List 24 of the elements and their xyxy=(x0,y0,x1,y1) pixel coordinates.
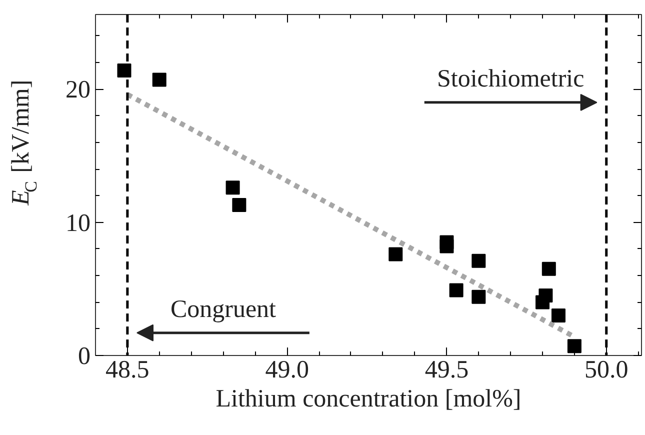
point xyxy=(551,308,566,323)
y-axis-title: EC [kV/mm] xyxy=(8,80,40,206)
point xyxy=(388,247,403,262)
y-tick-label: 20 xyxy=(66,76,90,104)
annotation: Congruent xyxy=(170,296,276,323)
point xyxy=(542,262,556,276)
point xyxy=(440,239,454,254)
point xyxy=(536,295,550,310)
x-tick-label: 48.5 xyxy=(106,356,150,384)
point xyxy=(117,63,132,78)
point xyxy=(226,180,240,195)
x-tick-label: 50.0 xyxy=(584,356,628,384)
x-axis-title: Lithium concentration [mol%] xyxy=(216,386,522,412)
point xyxy=(567,339,582,354)
x-tick-label: 49.5 xyxy=(424,356,469,384)
point xyxy=(472,254,486,268)
point xyxy=(152,72,166,87)
annotation: Stoichiometric xyxy=(436,65,584,92)
point xyxy=(472,290,486,304)
x-tick-label: 49.0 xyxy=(265,356,309,384)
point xyxy=(449,283,464,298)
point xyxy=(232,198,246,212)
y-tick-label: 0 xyxy=(78,343,90,370)
y-tick-label: 10 xyxy=(66,210,90,237)
